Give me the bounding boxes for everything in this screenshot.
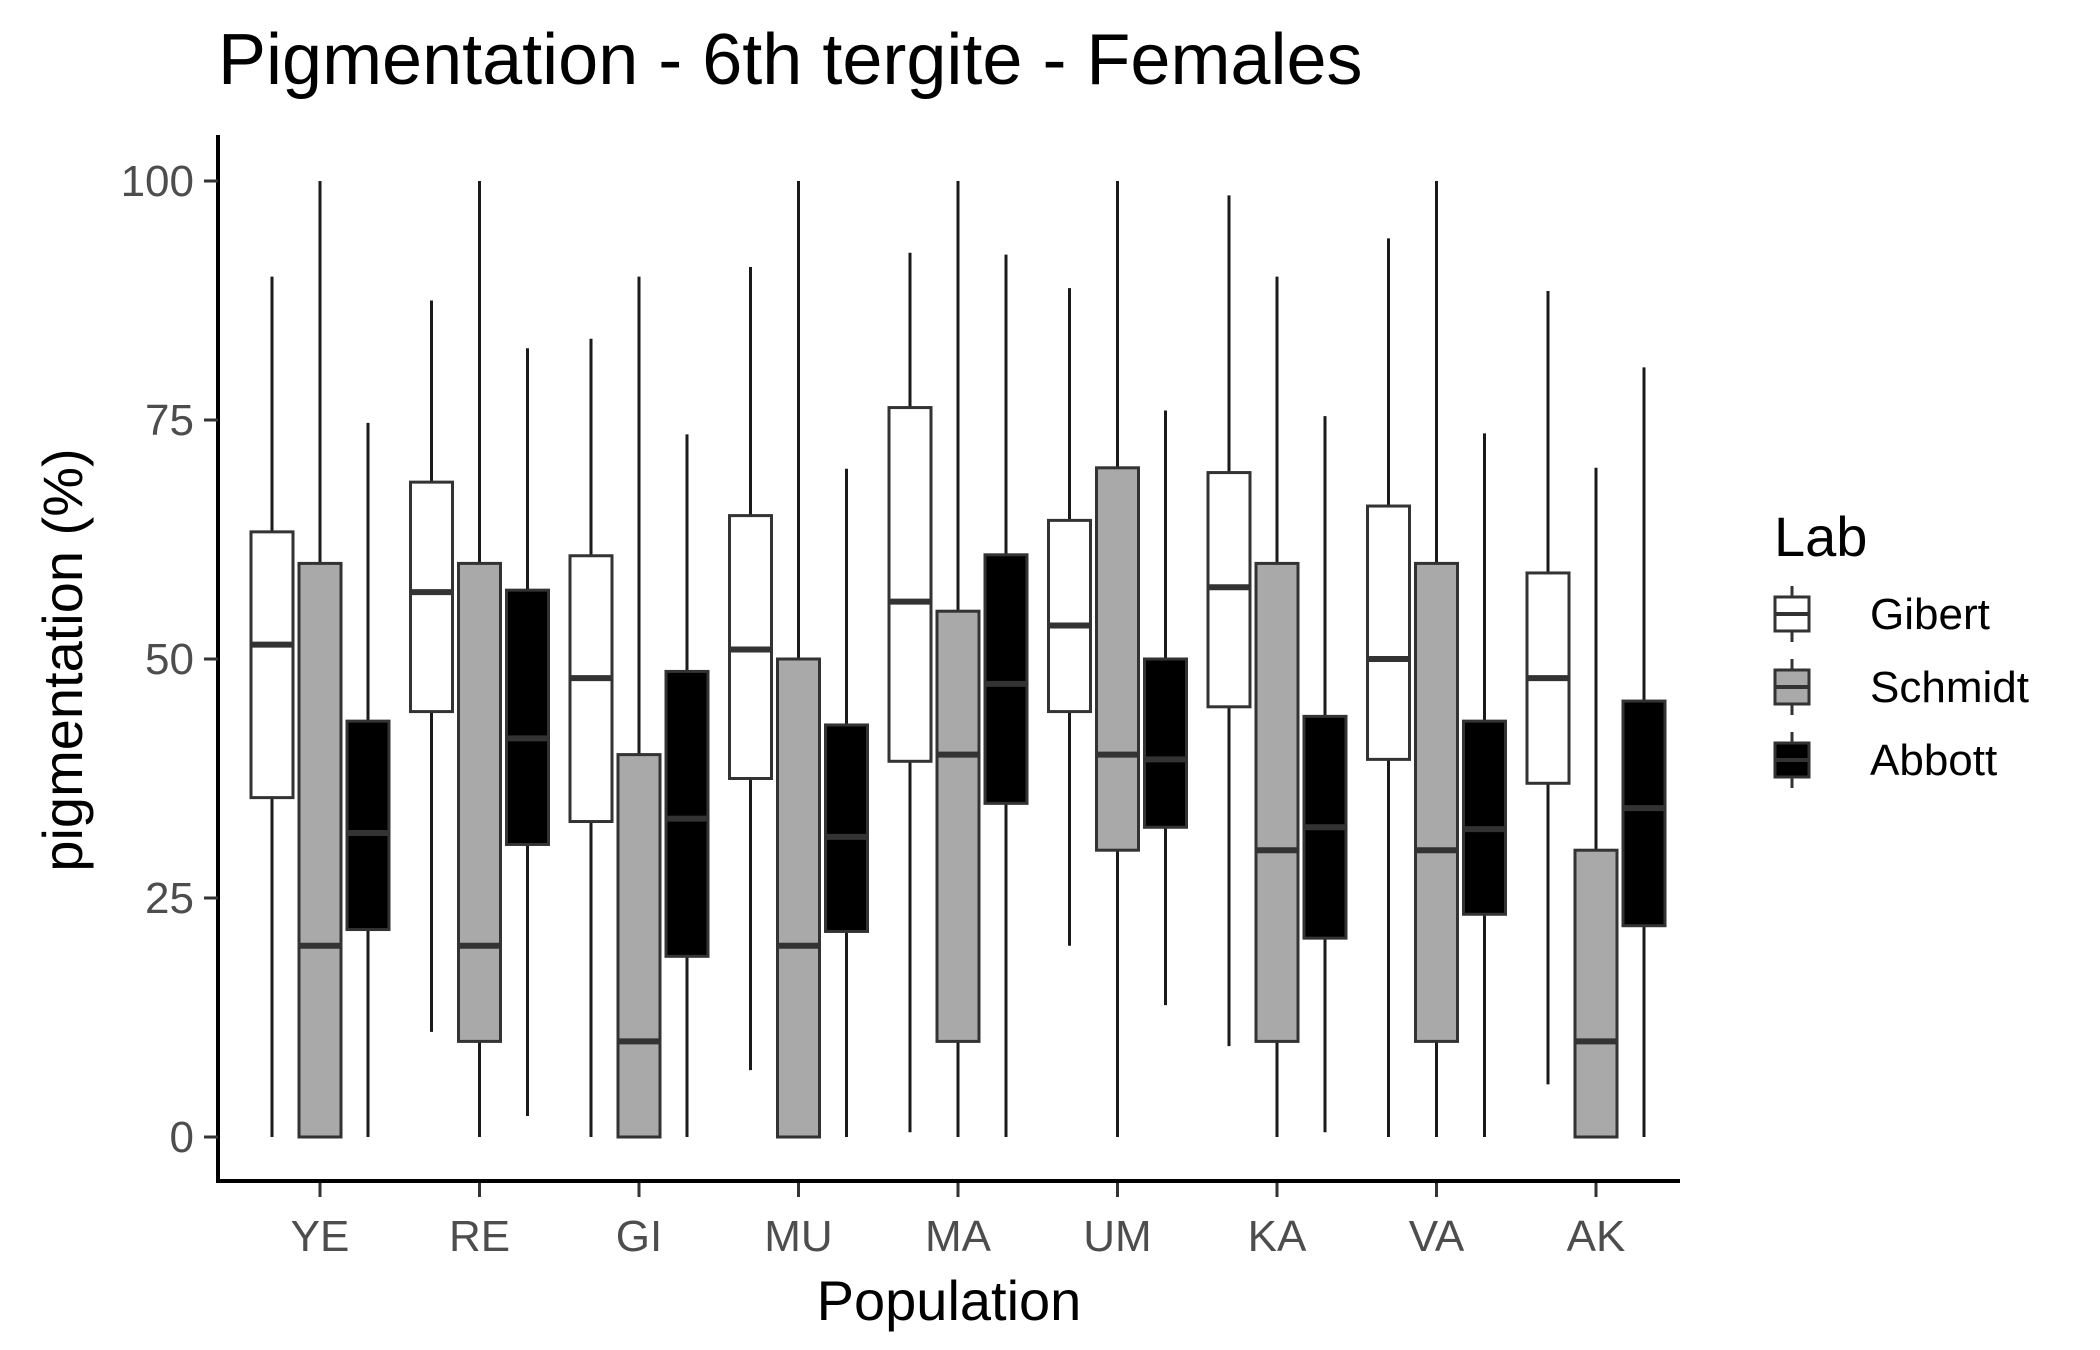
- x-tick-label: VA: [1409, 1212, 1465, 1261]
- box-schmidt-re: [457, 181, 502, 1137]
- box-body: [249, 530, 295, 800]
- box-abbott-ye: [345, 422, 391, 1137]
- y-tick-label: 0: [170, 1113, 194, 1162]
- box-abbott-um: [1143, 410, 1188, 1006]
- y-axis-ticks: 0 25 50 75 100: [121, 157, 218, 1162]
- y-tick-label: 100: [121, 157, 194, 206]
- box-body: [1414, 561, 1459, 1043]
- box-gibert-um: [1047, 288, 1092, 946]
- box-body: [1621, 699, 1667, 928]
- x-tick-label: RE: [449, 1212, 510, 1261]
- box-body: [776, 657, 821, 1139]
- box-gibert-va: [1366, 238, 1411, 1137]
- box-body: [887, 406, 933, 763]
- legend: Lab Gibert Schmidt Abbott: [1773, 505, 2029, 788]
- box-gibert-gi: [568, 338, 614, 1137]
- box-schmidt-um: [1095, 181, 1140, 1137]
- box-abbott-ak: [1621, 367, 1667, 1137]
- y-axis-title: pigmentation (%): [31, 448, 94, 871]
- box-abbott-gi: [664, 434, 710, 1137]
- x-tick-label: UM: [1083, 1212, 1151, 1261]
- box-body: [1047, 518, 1092, 714]
- box-abbott-ka: [1302, 416, 1348, 1133]
- box-abbott-mu: [824, 468, 869, 1137]
- box-body: [616, 753, 662, 1139]
- box-body: [505, 588, 550, 846]
- legend-item-gibert: Gibert: [1773, 586, 1990, 642]
- box-schmidt-ak: [1573, 467, 1619, 1139]
- x-axis-title: Population: [817, 1269, 1082, 1332]
- box-body: [1573, 848, 1619, 1139]
- x-tick-label: MU: [764, 1212, 832, 1261]
- box-body: [409, 480, 454, 714]
- box-body: [1095, 466, 1140, 852]
- box-schmidt-mu: [776, 181, 821, 1139]
- legend-label: Schmidt: [1870, 663, 2029, 712]
- box-body: [1143, 657, 1188, 829]
- box-gibert-re: [409, 300, 454, 1032]
- x-tick-label: KA: [1248, 1212, 1307, 1261]
- box-body: [983, 553, 1029, 805]
- box-abbott-va: [1462, 433, 1507, 1137]
- y-tick-label: 50: [145, 635, 194, 684]
- legend-label: Gibert: [1870, 590, 1990, 639]
- chart-title: Pigmentation - 6th tergite - Females: [218, 20, 1363, 100]
- box-gibert-ma: [887, 252, 933, 1133]
- box-schmidt-ka: [1254, 276, 1300, 1137]
- box-abbott-ma: [983, 254, 1029, 1137]
- legend-title: Lab: [1774, 505, 1867, 568]
- plot-area: [249, 181, 1667, 1139]
- box-gibert-ak: [1525, 290, 1571, 1085]
- box-schmidt-va: [1414, 181, 1459, 1137]
- x-tick-label: GI: [616, 1212, 662, 1261]
- box-gibert-ka: [1206, 195, 1252, 1047]
- box-body: [345, 719, 391, 932]
- box-body: [1254, 561, 1300, 1043]
- box-schmidt-ye: [297, 181, 343, 1139]
- legend-label: Abbott: [1870, 736, 1997, 785]
- box-body: [1462, 719, 1507, 916]
- x-tick-label: AK: [1567, 1212, 1626, 1261]
- x-tick-label: MA: [925, 1212, 992, 1261]
- x-tick-label: YE: [291, 1212, 350, 1261]
- box-body: [457, 561, 502, 1043]
- box-body: [297, 561, 343, 1139]
- y-tick-label: 75: [145, 396, 194, 445]
- box-gibert-mu: [728, 267, 773, 1071]
- box-body: [935, 609, 981, 1043]
- box-abbott-re: [505, 348, 550, 1116]
- x-axis-ticks: YE RE GI MU MA UM KA VA AK: [291, 1183, 1626, 1261]
- box-body: [1366, 504, 1411, 761]
- y-tick-label: 25: [145, 874, 194, 923]
- box-body: [664, 669, 710, 958]
- box-schmidt-gi: [616, 276, 662, 1139]
- box-gibert-ye: [249, 276, 295, 1137]
- legend-item-schmidt: Schmidt: [1773, 659, 2029, 715]
- box-schmidt-ma: [935, 181, 981, 1137]
- box-body: [824, 723, 869, 933]
- legend-item-abbott: Abbott: [1773, 732, 1997, 788]
- box-body: [568, 554, 614, 824]
